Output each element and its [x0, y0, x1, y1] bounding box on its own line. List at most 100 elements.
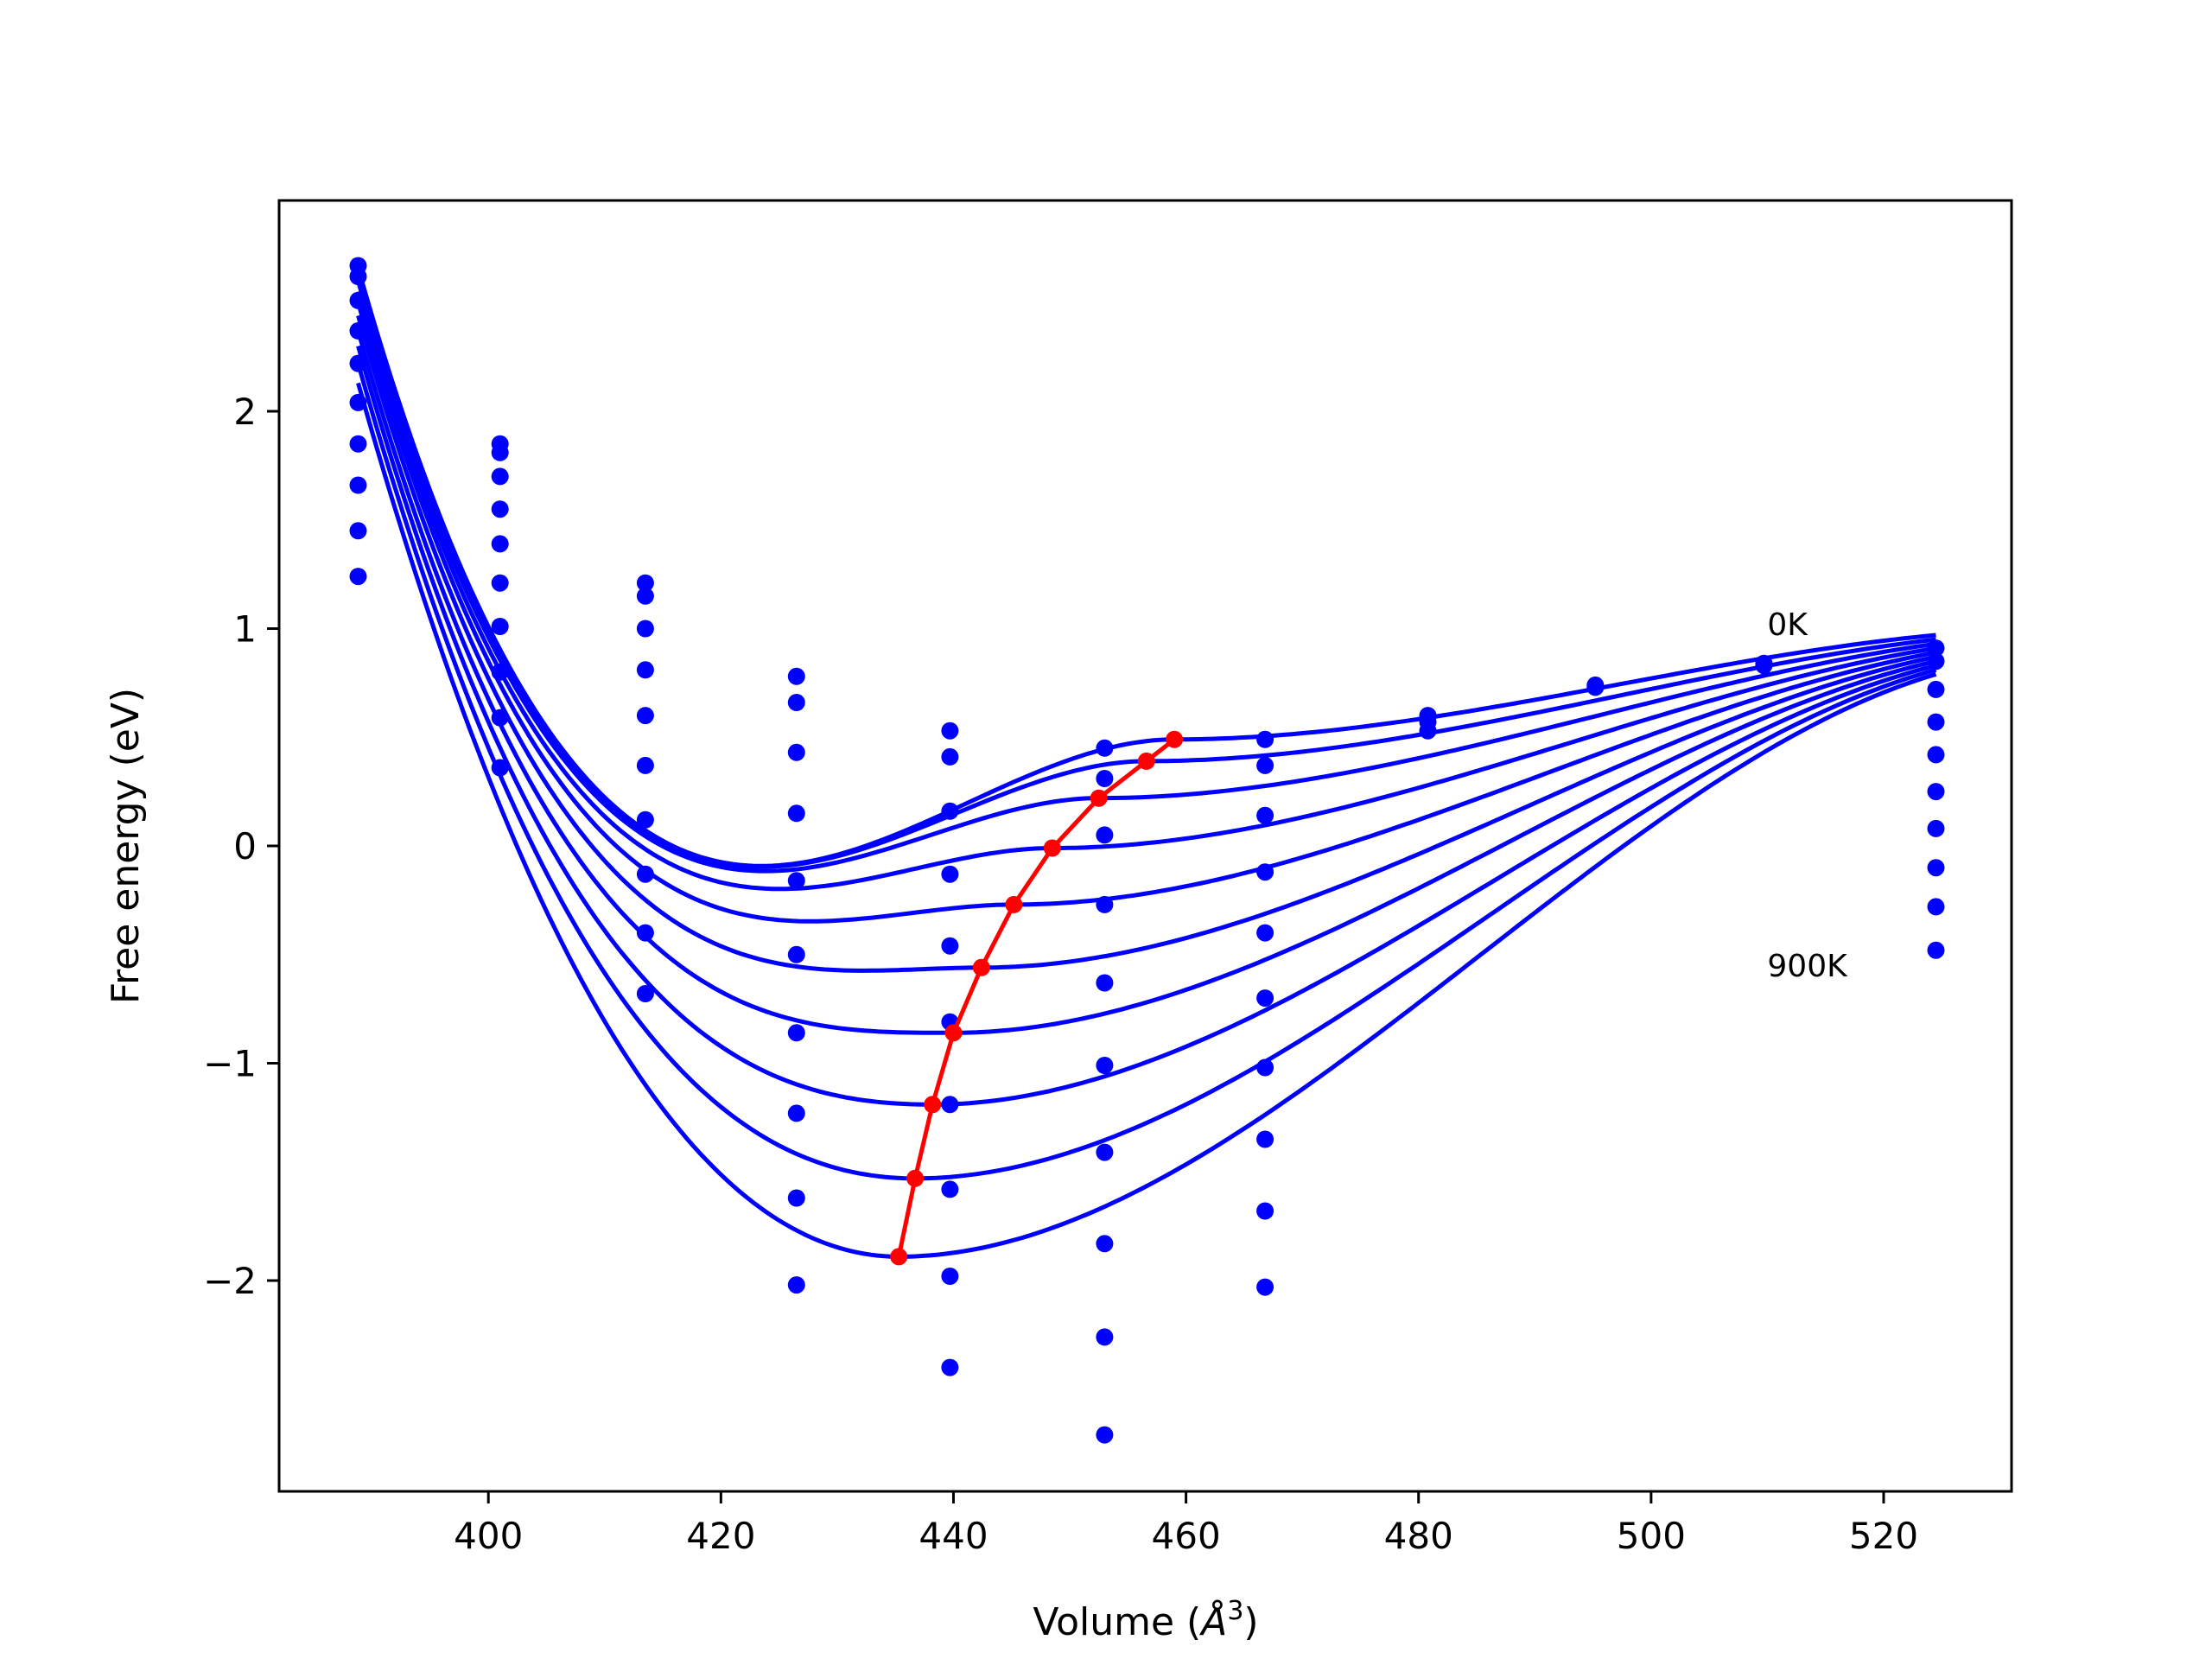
minimum-path-line [896, 737, 1176, 1257]
x-tick-label: 440 [918, 1515, 988, 1557]
data-point-3-5 [787, 945, 805, 963]
data-point-3-8 [787, 1189, 805, 1207]
y-tick-label: 2 [233, 391, 257, 433]
data-point-1-9 [491, 759, 509, 777]
minimum-point-4 [1005, 895, 1023, 913]
data-point-10-9 [1927, 941, 1945, 959]
data-point-5-0 [1096, 739, 1114, 757]
data-point-1-4 [491, 535, 509, 553]
data-point-0-7 [349, 476, 367, 494]
data-point-0-6 [349, 435, 367, 453]
data-point-3-3 [787, 804, 805, 823]
data-point-0-4 [349, 354, 367, 372]
data-point-4-7 [941, 1180, 959, 1198]
data-point-4-0 [941, 721, 959, 740]
data-point-5-8 [1096, 1328, 1114, 1346]
x-tick-label: 460 [1152, 1515, 1221, 1557]
annotations: 0K 900K [1767, 607, 1848, 984]
data-point-0-2 [349, 291, 367, 309]
annotation-900k: 900K [1767, 949, 1848, 984]
data-point-5-1 [1096, 770, 1114, 787]
y-tick-label: 1 [233, 607, 257, 650]
data-point-6-9 [1256, 1278, 1274, 1296]
data-point-6-1 [1256, 756, 1274, 774]
isotherm-curve-8 [356, 362, 1937, 1181]
data-point-4-3 [941, 865, 959, 883]
isotherm-curve-5 [356, 315, 1937, 973]
minimum-point-0 [1166, 730, 1184, 748]
plot-content [349, 257, 1945, 1444]
minimum-point-1 [1137, 752, 1155, 770]
isotherm-curve-4 [356, 302, 1936, 924]
y-axis-ticks: −2 −1 0 1 2 [203, 391, 279, 1302]
data-point-2-9 [636, 985, 654, 1002]
data-point-5-5 [1096, 1057, 1114, 1074]
x-tick-label: 500 [1617, 1515, 1686, 1557]
data-point-0-3 [349, 321, 367, 340]
data-point-3-9 [787, 1276, 805, 1294]
data-point-5-6 [1096, 1143, 1114, 1161]
data-point-1-3 [491, 500, 509, 518]
y-tick-label: 0 [233, 825, 257, 868]
x-axis-ticks: 400 420 440 460 480 500 520 [454, 1491, 1918, 1557]
data-point-6-4 [1256, 924, 1274, 942]
y-axis-title: Free energy (eV) [104, 688, 148, 1004]
data-point-1-7 [491, 663, 509, 681]
data-point-6-8 [1256, 1202, 1274, 1220]
x-tick-label: 420 [686, 1515, 755, 1557]
data-point-2-6 [636, 810, 654, 829]
data-point-8-1 [1586, 678, 1605, 696]
x-axis-title-main: Volume ( [1033, 1600, 1201, 1644]
data-point-2-7 [636, 865, 654, 883]
data-point-5-4 [1096, 974, 1114, 992]
minimum-point-8 [906, 1169, 925, 1187]
data-point-4-6 [941, 1096, 959, 1114]
data-point-2-1 [636, 587, 654, 605]
data-point-2-3 [636, 661, 654, 679]
data-point-4-8 [941, 1268, 959, 1285]
isotherm-curve-6 [356, 330, 1937, 1035]
data-point-6-3 [1256, 863, 1274, 881]
data-point-2-4 [636, 707, 654, 725]
data-point-3-4 [787, 872, 805, 890]
isotherm-curve-9 [356, 382, 1937, 1259]
data-point-10-1 [1927, 652, 1945, 671]
data-point-10-2 [1927, 680, 1945, 698]
data-point-1-2 [491, 467, 509, 486]
data-point-0-5 [349, 393, 367, 411]
data-point-5-2 [1096, 826, 1114, 844]
y-tick-label: −2 [203, 1260, 257, 1302]
data-point-7-2 [1419, 721, 1437, 740]
data-point-5-3 [1096, 895, 1114, 913]
minimum-point-2 [1090, 789, 1108, 807]
isotherm-curve-3 [356, 290, 1936, 892]
data-point-10-4 [1927, 746, 1945, 764]
minimum-point-3 [1043, 839, 1061, 857]
data-point-6-7 [1256, 1130, 1274, 1148]
data-point-1-8 [491, 709, 509, 727]
data-point-6-6 [1256, 1058, 1274, 1077]
minimum-point-7 [924, 1096, 942, 1114]
data-point-4-4 [941, 937, 959, 955]
data-point-2-2 [636, 620, 654, 638]
data-point-3-2 [787, 743, 805, 761]
data-point-3-0 [787, 667, 805, 685]
data-point-9-1 [1755, 657, 1773, 675]
data-point-4-1 [941, 747, 959, 766]
data-point-3-7 [787, 1104, 805, 1122]
data-point-10-8 [1927, 898, 1945, 916]
data-point-10-7 [1927, 859, 1945, 877]
data-point-0-9 [349, 568, 367, 586]
minimum-point-6 [944, 1024, 963, 1042]
minimum-point-9 [890, 1248, 908, 1266]
data-point-10-6 [1927, 819, 1945, 837]
data-point-10-3 [1927, 713, 1945, 731]
isotherm-curve-7 [356, 345, 1937, 1107]
x-tick-label: 480 [1384, 1515, 1453, 1557]
data-point-3-1 [787, 694, 805, 711]
x-tick-label: 400 [454, 1515, 523, 1557]
data-point-5-7 [1096, 1235, 1114, 1253]
data-point-6-2 [1256, 806, 1274, 824]
x-tick-label: 520 [1849, 1515, 1918, 1557]
